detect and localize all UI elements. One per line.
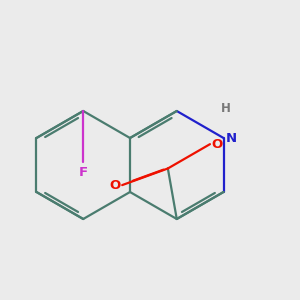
Text: N: N — [226, 131, 237, 145]
Text: F: F — [79, 166, 88, 179]
Text: H: H — [221, 102, 231, 115]
Text: O: O — [109, 178, 120, 192]
Text: O: O — [211, 138, 222, 151]
